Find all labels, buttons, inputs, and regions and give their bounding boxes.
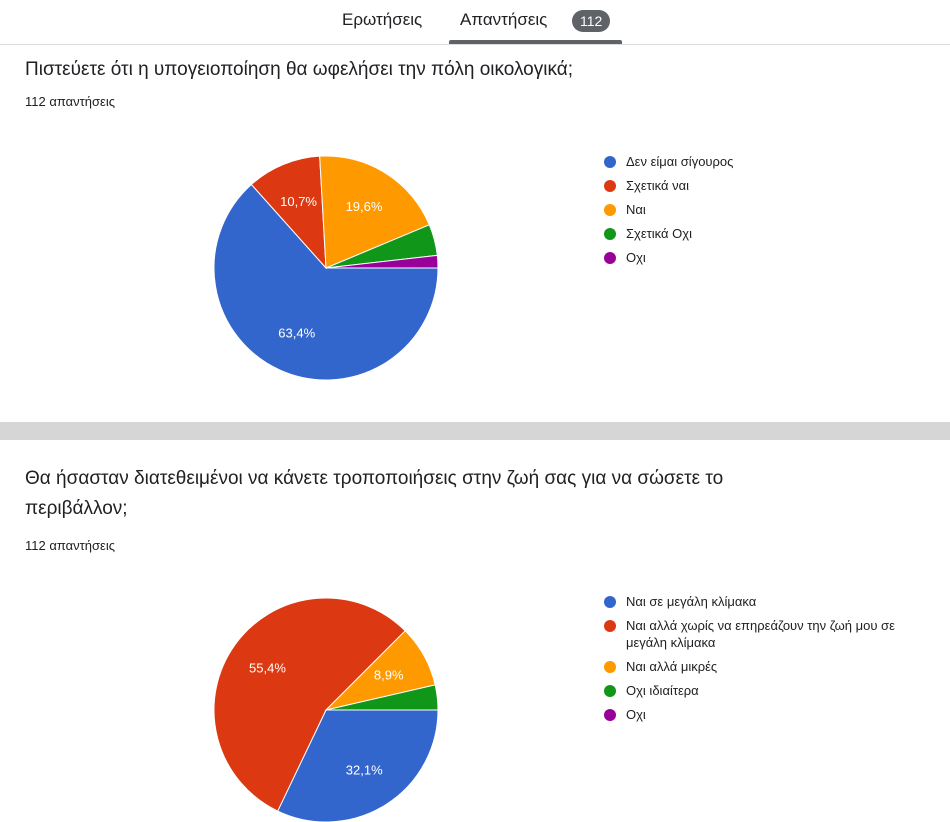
legend-label: Οχι [626,707,646,722]
legend-item[interactable]: Ναι αλλά χωρίς να επηρεάζουν την ζωή μου… [604,617,904,651]
legend-item[interactable]: Σχετικά ναι [604,177,904,194]
pie-slice[interactable] [213,183,439,381]
question-card-1: Πιστεύετε ότι η υπογειοποίηση θα ωφελήσε… [0,45,950,422]
pie-slice[interactable] [319,155,430,269]
legend-label: Οχι ιδιαίτερα [626,683,699,698]
slice-data-label: 10,7% [280,194,317,209]
tab-answers[interactable]: Απαντήσεις [460,10,548,29]
chart-legend: Δεν είμαι σίγουρος Σχετικά ναι Ναι Σχετικά … [604,153,904,273]
legend-label: Οχι [626,250,646,265]
legend-item[interactable]: Οχι [604,706,904,723]
pie-slice[interactable] [325,684,439,711]
slice-data-label: 8,9% [374,667,404,682]
pie-slice[interactable] [250,155,327,270]
legend-color-dot [604,685,616,697]
legend-color-dot [604,596,616,608]
pie-slice[interactable] [325,254,439,269]
legend-color-dot [604,204,616,216]
legend-color-dot [604,661,616,673]
question-card-2: Θα ήσασταν διατεθειμένοι να κάνετε τροπο… [0,440,950,822]
legend-item[interactable]: Ναι [604,201,904,218]
legend-item[interactable]: Σχετικά Οχι [604,225,904,242]
legend-color-dot [604,709,616,721]
slice-data-label: 55,4% [249,661,286,676]
legend-item[interactable]: Οχι [604,249,904,266]
legend-color-dot [604,620,616,632]
response-count: 112 απαντήσεις [25,538,115,553]
slice-data-label: 19,6% [346,199,383,214]
question-title: Πιστεύετε ότι η υπογειοποίηση θα ωφελήσε… [25,59,573,80]
tab-questions[interactable]: Ερωτήσεις [342,10,423,29]
legend-label: Δεν είμαι σίγουρος [626,154,734,169]
question-title: Θα ήσασταν διατεθειμένοι να κάνετε τροπο… [25,468,724,519]
legend-color-dot [604,156,616,168]
slice-data-label: 32,1% [346,763,383,778]
pie-slice[interactable] [277,709,439,822]
legend-color-dot [604,228,616,240]
legend-label: Ναι [626,202,646,217]
legend-item[interactable]: Οχι ιδιαίτερα [604,682,904,699]
tab-bar: Ερωτήσεις Απαντήσεις 112 [0,0,950,45]
answers-count-badge: 112 [572,10,611,32]
pie-slice[interactable] [213,597,406,812]
legend-label: Ναι σε μεγάλη κλίμακα [626,594,757,609]
legend-label: Ναι αλλά μικρές [626,659,718,674]
legend-color-dot [604,180,616,192]
legend-item[interactable]: Ναι αλλά μικρές [604,658,904,675]
legend-item[interactable]: Δεν είμαι σίγουρος [604,153,904,170]
response-count: 112 απαντήσεις [25,94,115,109]
legend-color-dot [604,252,616,264]
pie-chart: 32,1% 55,4% 8,9% [213,597,439,822]
legend-label: Σχετικά Οχι [626,226,692,241]
chart-legend: Ναι σε μεγάλη κλίμακα Ναι αλλά χωρίς να ε… [604,593,904,730]
legend-item[interactable]: Ναι σε μεγάλη κλίμακα [604,593,904,610]
legend-label: Σχετικά ναι [626,178,690,193]
slice-data-label: 63,4% [278,325,315,340]
legend-label: Ναι αλλά χωρίς να επηρεάζουν την ζωή μου… [626,618,895,650]
active-tab-indicator [449,40,622,44]
pie-chart: 63,4% 10,7% 19,6% [213,155,439,381]
card-separator [0,422,950,440]
